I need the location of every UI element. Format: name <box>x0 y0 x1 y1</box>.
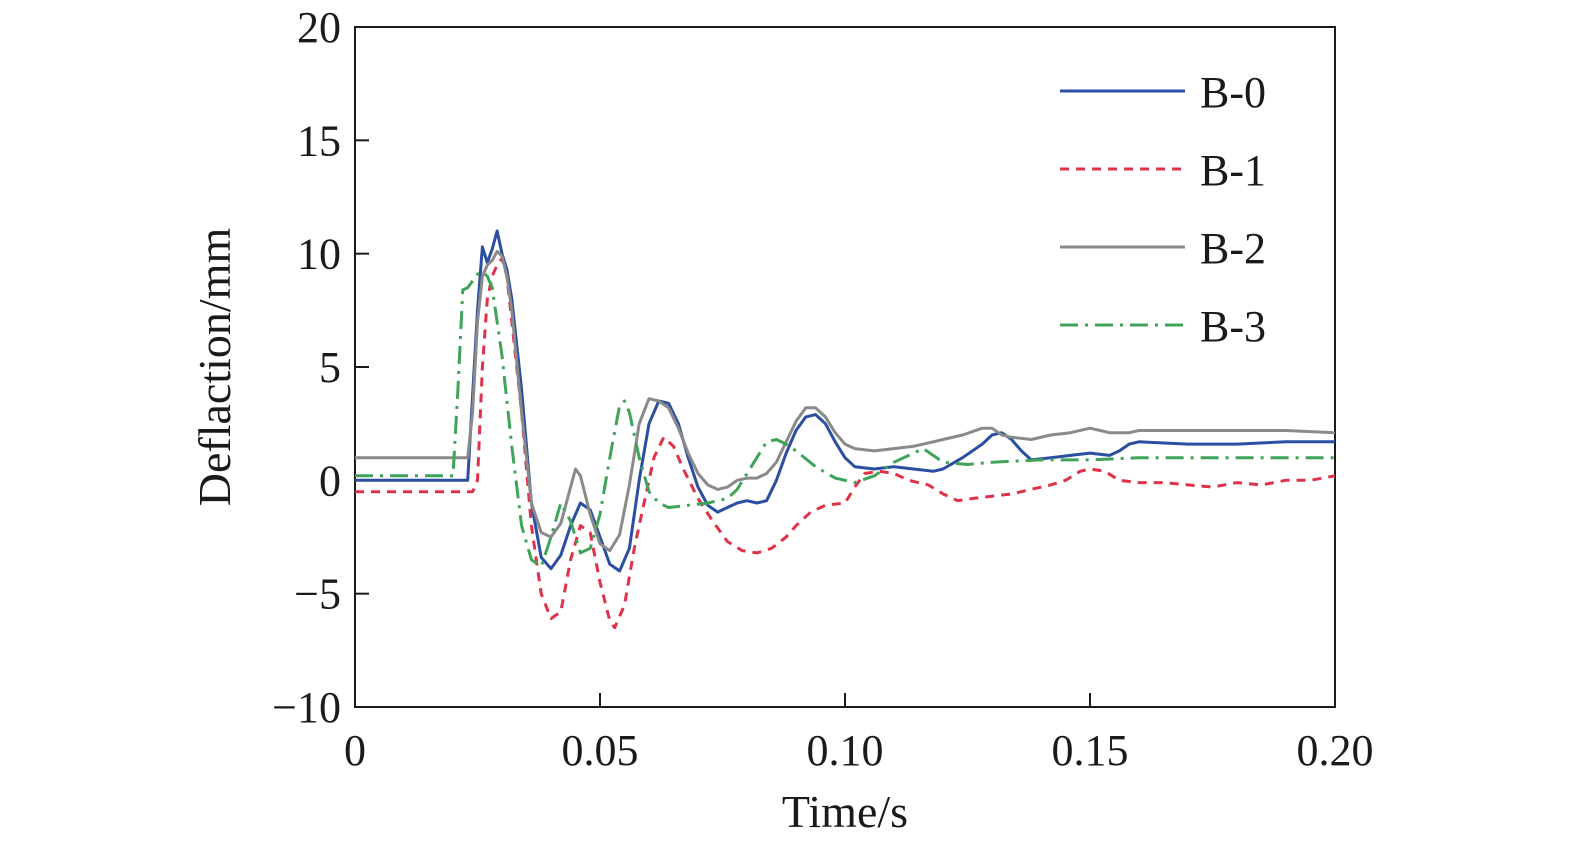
legend-label-b-3: B-3 <box>1200 302 1266 351</box>
legend: B-0 B-1 B-2 B-3 <box>1060 68 1266 351</box>
y-tick-label: −10 <box>272 683 341 732</box>
legend-label-b-2: B-2 <box>1200 224 1266 273</box>
x-tick-label: 0.20 <box>1297 726 1374 775</box>
x-tick-label: 0 <box>344 726 366 775</box>
y-tick-label: 15 <box>297 116 341 165</box>
series-line-b-2 <box>355 249 1335 553</box>
x-tick-label: 0.15 <box>1052 726 1129 775</box>
x-axis-title: Time/s <box>782 786 908 837</box>
axis-ticks: 0 0.05 0.10 0.15 0.20 −10 −5 0 5 10 15 20 <box>272 3 1373 775</box>
series-line-b-0 <box>355 229 1335 573</box>
y-tick-label: −5 <box>294 570 341 619</box>
y-axis-title: Deflaction/mm <box>189 228 240 507</box>
y-tick-label: 5 <box>319 343 341 392</box>
series-line-b-3 <box>355 270 1335 568</box>
x-tick-label: 0.05 <box>562 726 639 775</box>
legend-label-b-1: B-1 <box>1200 146 1266 195</box>
legend-label-b-0: B-0 <box>1200 68 1266 117</box>
y-tick-label: 10 <box>297 230 341 279</box>
y-tick-label: 0 <box>319 456 341 505</box>
series-lines <box>355 229 1335 630</box>
y-tick-label: 20 <box>297 3 341 52</box>
x-tick-label: 0.10 <box>807 726 884 775</box>
